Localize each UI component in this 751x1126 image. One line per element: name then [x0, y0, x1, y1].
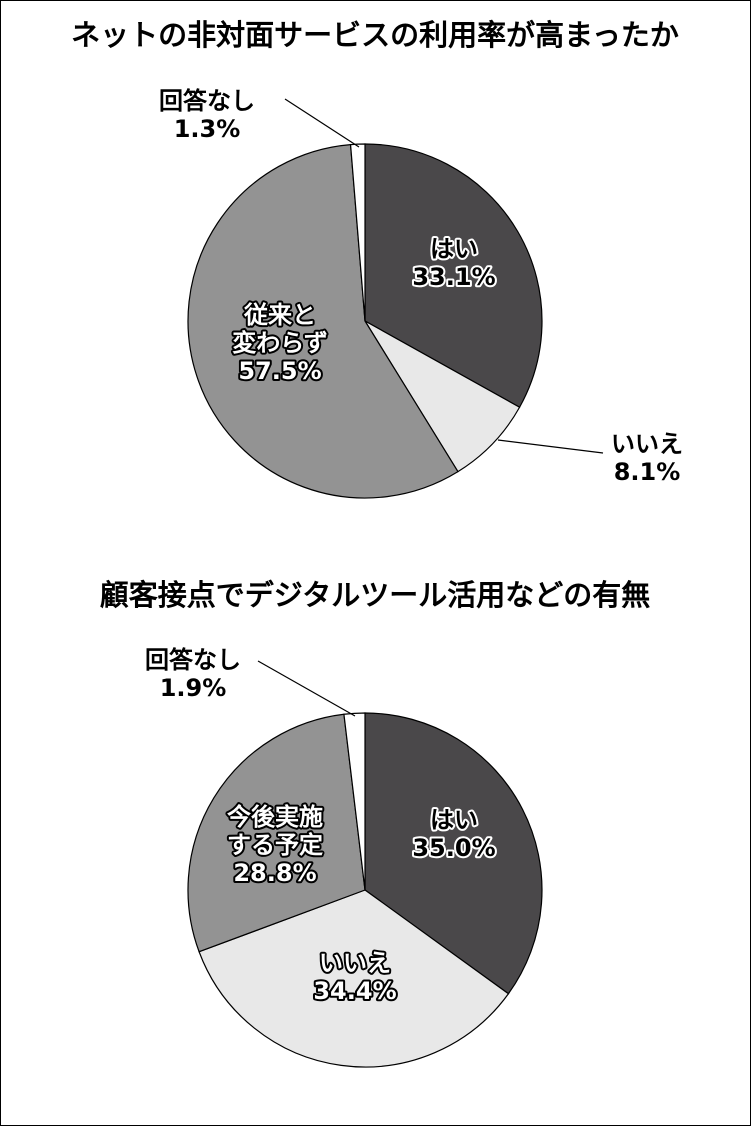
slice-category-label: 回答なし	[145, 646, 241, 674]
slice-value-label: 57.5%	[238, 357, 321, 385]
slice-category-label: はい	[430, 806, 478, 834]
chart-1-leader-line-4	[284, 98, 360, 148]
chart-1-title: ネットの非対面サービスの利用率が高まったか	[71, 18, 679, 52]
slice-category-label: する予定	[227, 831, 323, 859]
chart-2-slice-label-4: 回答なし 1.9%	[145, 646, 241, 702]
chart-1-pie: はい 33.1% いいえ 8.1% 従来と変わらず 57.5% 回答なし 1.3%	[159, 87, 683, 499]
chart-2-slice-3	[187, 713, 366, 953]
chart-2-title: 顧客接点でデジタルツール活用などの有無	[100, 578, 650, 612]
chart-2-slice-4	[343, 712, 366, 891]
chart-1-slice-3	[187, 143, 459, 499]
slice-category-label: いいえ	[611, 430, 683, 458]
chart-1-slice-label-4: 回答なし 1.3%	[159, 87, 255, 143]
slice-category-label: 従来と	[243, 301, 316, 329]
slice-value-label: 33.1%	[412, 263, 495, 291]
slice-value-label: 1.9%	[160, 674, 227, 702]
slice-category-label: はい	[430, 235, 478, 263]
chart-1-slice-4	[349, 143, 366, 322]
chart-1-slice-2	[363, 319, 521, 473]
chart-2-slice-2	[198, 889, 510, 1068]
chart-2-slice-label-1: はい 35.0%	[412, 806, 495, 862]
slice-category-label: いいえ	[319, 949, 391, 977]
slice-category-label: 変わらず	[232, 329, 328, 357]
slice-value-label: 34.4%	[313, 977, 396, 1005]
slice-value-label: 35.0%	[412, 834, 495, 862]
slice-category-label: 回答なし	[159, 87, 255, 115]
chart-2-leader-line-4	[257, 660, 356, 717]
chart-2-slice-label-2: いいえ 34.4%	[313, 949, 396, 1005]
slice-value-label: 1.3%	[174, 115, 241, 143]
chart-1-slice-1	[364, 143, 543, 409]
chart-2-slice-1	[364, 712, 543, 995]
chart-2-slice-label-3: 今後実施する予定 28.8%	[227, 803, 323, 887]
slice-value-label: 8.1%	[614, 458, 681, 486]
chart-1-slice-label-1: はい 33.1%	[412, 235, 495, 291]
chart-1-leader-line-2	[497, 439, 604, 454]
chart-1-slice-label-2: いいえ 8.1%	[611, 430, 683, 486]
chart-2-pie: はい 35.0% いいえ 34.4% 今後実施する予定 28.8% 回答なし 1.9%	[145, 646, 543, 1068]
slice-category-label: 今後実施	[227, 803, 323, 831]
chart-1-slice-label-3: 従来と変わらず 57.5%	[232, 301, 328, 385]
slice-value-label: 28.8%	[233, 859, 316, 887]
